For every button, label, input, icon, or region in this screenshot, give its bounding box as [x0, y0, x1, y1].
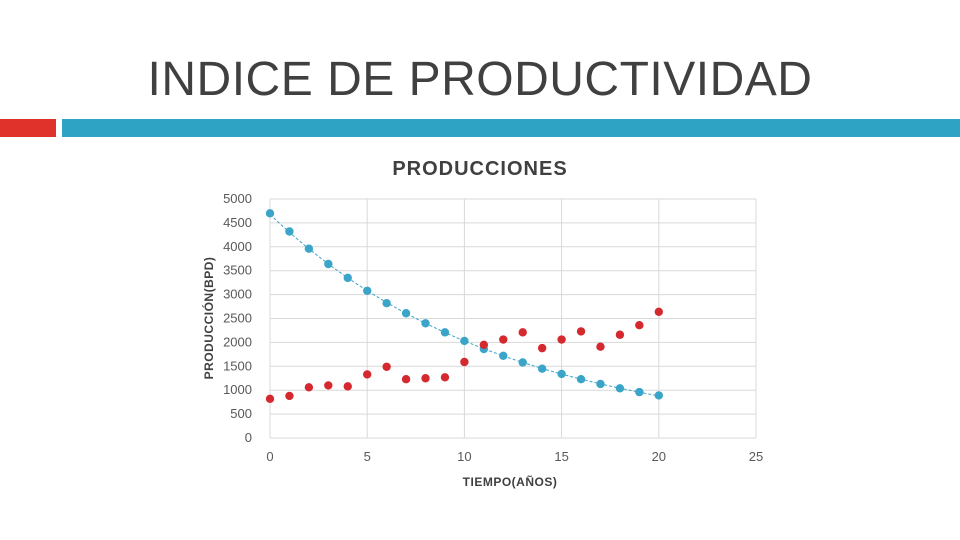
data-point-red [382, 362, 391, 371]
data-point-red [324, 381, 333, 390]
data-point-blue [440, 328, 450, 337]
x-tick-label: 10 [457, 449, 471, 464]
chart-gridlines [269, 198, 757, 439]
data-point-blue [499, 351, 508, 360]
y-tick-label: 2000 [223, 334, 252, 349]
x-tick-label: 25 [749, 449, 763, 464]
slide-title: INDICE DE PRODUCTIVIDAD [147, 53, 813, 106]
data-point-red [635, 320, 644, 330]
data-point-blue [382, 299, 391, 308]
x-axis-title: TIEMPO(AÑOS) [463, 474, 558, 489]
y-tick-label: 4000 [223, 239, 252, 254]
accent-bar-blue [62, 119, 960, 137]
data-point-red [557, 335, 566, 344]
x-tick-label: 20 [652, 449, 666, 464]
y-axis-ticks: 0 500 1000 1500 2000 2500 3000 3500 4000 4500 5000 [223, 191, 252, 445]
data-point-red [537, 343, 547, 353]
data-point-red [363, 370, 372, 379]
y-tick-label: 1000 [223, 382, 252, 397]
data-point-red [615, 330, 625, 339]
y-tick-label: 1500 [223, 358, 252, 373]
data-point-blue [596, 379, 605, 389]
x-axis-ticks: 0 5 10 15 20 25 [266, 449, 763, 464]
y-tick-label: 3000 [223, 287, 252, 302]
data-point-red [654, 307, 663, 317]
data-point-red [304, 383, 314, 392]
data-point-blue [363, 286, 372, 295]
data-point-blue [654, 391, 663, 400]
data-point-blue [557, 369, 566, 379]
data-point-blue [635, 387, 644, 397]
data-point-red [460, 357, 469, 367]
data-point-red [596, 342, 605, 351]
y-tick-label: 2500 [223, 311, 252, 326]
data-points [265, 209, 663, 404]
x-tick-label: 5 [364, 449, 371, 464]
data-point-blue [265, 209, 275, 218]
data-point-blue [401, 309, 411, 318]
data-point-red [440, 373, 450, 382]
data-point-blue [576, 375, 586, 384]
x-tick-label: 0 [266, 449, 273, 464]
data-point-blue [537, 364, 547, 373]
y-axis-title: PRODUCCIÓN(BPD) [201, 257, 216, 380]
y-tick-label: 500 [230, 406, 252, 421]
data-point-blue [285, 227, 294, 236]
data-point-red [401, 375, 411, 384]
x-tick-label: 15 [554, 449, 568, 464]
data-point-red [285, 391, 294, 401]
data-point-red [499, 335, 508, 344]
data-point-blue [615, 384, 625, 393]
data-point-red [265, 394, 275, 404]
data-point-blue [421, 319, 430, 328]
y-tick-label: 5000 [223, 191, 252, 206]
data-point-red [343, 382, 352, 391]
data-point-blue [460, 336, 469, 346]
data-point-blue [304, 244, 314, 253]
data-point-red [479, 340, 489, 349]
data-point-red [518, 328, 527, 337]
chart-title: PRODUCCIONES [392, 158, 567, 180]
data-point-red [421, 374, 430, 383]
data-point-blue [518, 358, 527, 367]
y-tick-label: 4500 [223, 215, 252, 230]
accent-bar-red [0, 119, 56, 137]
data-point-blue [343, 273, 352, 283]
data-point-red [576, 327, 586, 336]
y-tick-label: 0 [245, 430, 252, 445]
y-tick-label: 3500 [223, 263, 252, 278]
data-point-blue [324, 259, 333, 269]
